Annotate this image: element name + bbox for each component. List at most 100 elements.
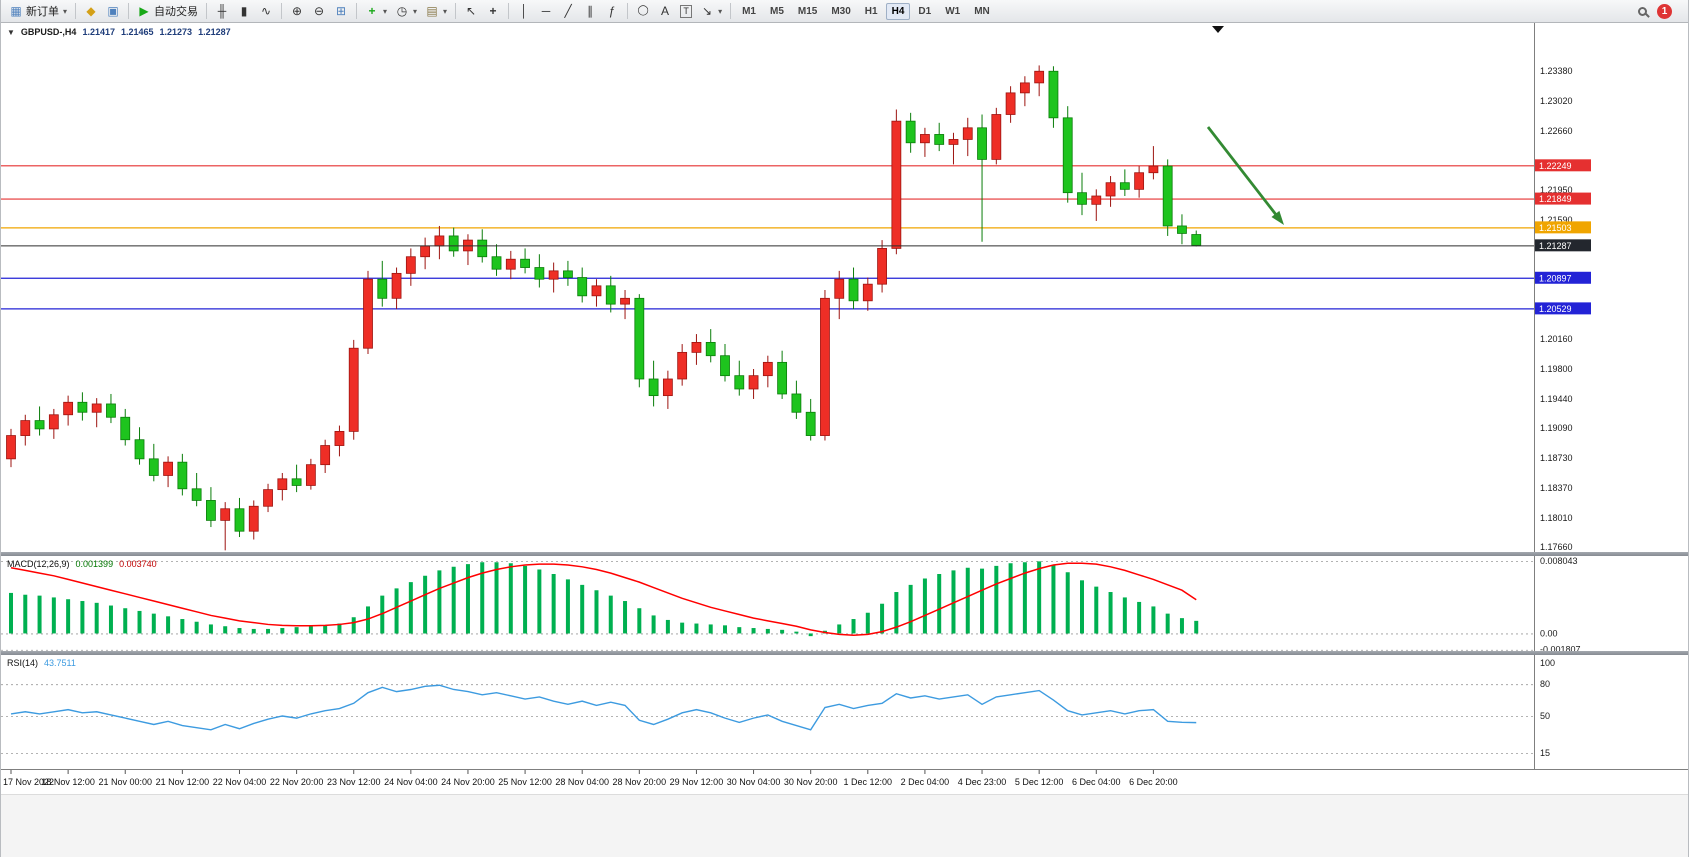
price-chart[interactable]: 1.23380 1.23020 1.22660 1.21950 1.21590 1.201… (1, 23, 1689, 552)
chart-collapse-icon[interactable]: ▼ (7, 28, 15, 37)
timeframe-h4-button[interactable]: H4 (885, 2, 911, 20)
toolbar-separator (455, 3, 457, 19)
candle (634, 297, 645, 380)
candle (820, 297, 830, 436)
candle (1062, 117, 1073, 194)
panel-splitter-1[interactable] (1, 552, 1688, 556)
candle (977, 127, 987, 160)
tile-windows-icon[interactable]: ⊞ (331, 2, 351, 21)
price-tick-label: 1.18010 (1540, 513, 1573, 523)
price-tick-label: 1.22660 (1540, 126, 1573, 136)
fibonacci-tool-icon[interactable]: ƒ (602, 2, 622, 21)
candle (305, 464, 316, 486)
candle (363, 278, 373, 349)
candle (920, 134, 930, 144)
bar-chart-mode-icon-glyph: ╫ (217, 4, 227, 18)
line-chart-mode-icon-glyph: ∿ (260, 4, 272, 18)
price-badge-label: 1.22249 (1539, 161, 1572, 171)
candle (1177, 225, 1187, 234)
chevron-down-icon: ▾ (63, 6, 68, 16)
price-badge-label: 1.21503 (1539, 223, 1572, 233)
text-label-tool-icon[interactable]: T (677, 2, 695, 21)
price-tick-label: 1.19800 (1540, 364, 1573, 374)
candle (1134, 172, 1145, 190)
search-icon[interactable] (1638, 6, 1647, 16)
periods-button[interactable]: ◷ ▾ (392, 2, 420, 21)
line-chart-mode-icon[interactable]: ∿ (256, 2, 276, 21)
time-tick-label: 24 Nov 04:00 (384, 777, 438, 787)
candle (1034, 70, 1045, 84)
macd-chart[interactable]: 0.008043 0.00 -0.001807 MACD(12,26,9) 0.0013… (1, 556, 1689, 651)
candle (1091, 195, 1102, 205)
candle (248, 505, 259, 532)
vertical-line-tool-icon[interactable]: │ (514, 2, 534, 21)
new-order-button-label: 新订单 (26, 6, 59, 18)
candle (48, 414, 59, 430)
auto-trading-glyph: ▶ (139, 4, 149, 18)
window-bottom (1, 794, 1688, 857)
candle (548, 270, 559, 280)
auto-trading-button[interactable]: ▶ 自动交易 (134, 2, 201, 21)
time-axis[interactable]: 17 Nov 2022 18 Nov 12:00 21 Nov 00:00 21 No… (1, 769, 1688, 794)
time-tick-label: 6 Dec 20:00 (1129, 777, 1178, 787)
rsi-label: RSI(14) 43.7511 (7, 658, 76, 668)
shapes-tool-icon[interactable]: ◯ (633, 2, 653, 21)
candle (677, 351, 688, 380)
toolbar-separator (730, 3, 732, 19)
timeframe-m15-button[interactable]: M15 (797, 5, 818, 17)
macd-panel[interactable]: 0.008043 0.00 -0.001807 MACD(12,26,9) 0.0013… (1, 556, 1688, 651)
candle (106, 403, 116, 418)
candlestick-mode-icon[interactable]: ▮ (234, 2, 254, 21)
candle (334, 430, 345, 446)
timeframe-m5-button[interactable]: M5 (769, 5, 784, 17)
main-chart-panel[interactable]: ▼ GBPUSD-,H4 1.21417 1.21465 1.21273 1.2… (1, 23, 1688, 552)
price-badge (1535, 271, 1591, 284)
candle (705, 341, 716, 357)
zoom-in-icon[interactable]: ⊕ (287, 2, 307, 21)
arrows-tool-button[interactable]: ↘ ▾ (697, 2, 725, 21)
navigator-icon-glyph: ◆ (86, 4, 96, 18)
time-tick-label: 6 Dec 04:00 (1072, 777, 1121, 787)
alerts-badge[interactable]: 1 (1657, 3, 1672, 19)
panel-splitter-2[interactable] (1, 651, 1688, 655)
timeframe-w1-button[interactable]: W1 (945, 5, 961, 17)
time-tick-label: 30 Nov 04:00 (727, 777, 781, 787)
arrows-tool-glyph: ↘ (702, 4, 713, 18)
chevron-down-icon: ▾ (383, 6, 388, 16)
trendline-tool-icon[interactable]: ╱ (558, 2, 578, 21)
text-label-tool-icon-glyph: T (680, 4, 693, 18)
crosshair-tool-icon[interactable]: + (483, 2, 503, 21)
horizontal-line-tool-icon[interactable]: ─ (536, 2, 556, 21)
candle (834, 278, 845, 299)
new-order-button[interactable]: ▦ 新订单 ▾ (6, 2, 70, 21)
zoom-out-icon[interactable]: ⊖ (309, 2, 329, 21)
timeframe-h1-button[interactable]: H1 (864, 5, 878, 17)
candle (1005, 92, 1016, 115)
timeframe-d1-button[interactable]: D1 (918, 5, 932, 17)
chevron-down-icon: ▾ (443, 6, 448, 16)
time-tick-label: 18 Nov 12:00 (41, 777, 95, 787)
rsi-panel[interactable]: 100 80 50 15 RSI(14) 43.7511 (1, 655, 1688, 769)
time-tick-label: 25 Nov 12:00 (498, 777, 552, 787)
bar-chart-mode-icon[interactable]: ╫ (212, 2, 232, 21)
timeframe-m1-button[interactable]: M1 (742, 5, 756, 17)
time-tick-label: 28 Nov 04:00 (555, 777, 609, 787)
candle (1119, 182, 1130, 190)
trend-arrow-annotation[interactable] (1206, 126, 1284, 225)
navigator-icon[interactable]: ◆ (81, 2, 101, 21)
templates-button[interactable]: ▤ ▾ (422, 2, 450, 21)
price-badge-label: 1.21287 (1539, 241, 1572, 251)
rsi-chart[interactable]: 100 80 50 15 RSI(14) 43.7511 (1, 655, 1689, 769)
cursor-tool-icon[interactable]: ↖ (461, 2, 481, 21)
candle (991, 114, 1002, 160)
timeframe-mn-button[interactable]: MN (974, 5, 990, 17)
text-tool-icon[interactable]: A (655, 2, 675, 21)
timeframe-m30-button[interactable]: M30 (831, 5, 851, 17)
candle (420, 245, 431, 258)
chart-shift-marker[interactable] (1212, 26, 1224, 33)
indicators-button[interactable]: + ▾ (362, 2, 390, 21)
candle (505, 258, 516, 270)
channel-tool-icon[interactable]: ∥ (580, 2, 600, 21)
charts-window-icon[interactable]: ▣ (103, 2, 123, 21)
